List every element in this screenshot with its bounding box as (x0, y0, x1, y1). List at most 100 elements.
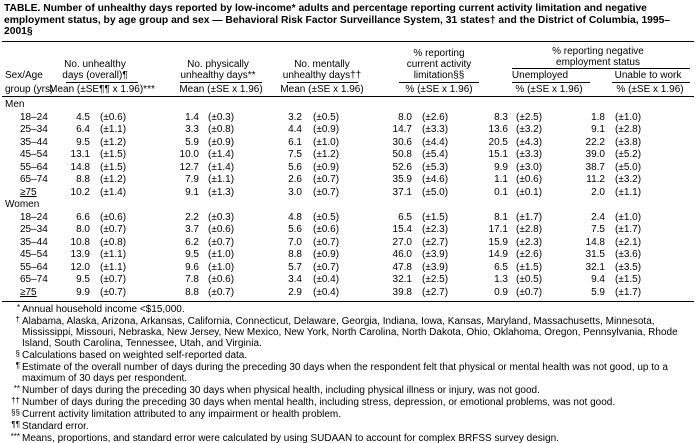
age-group: 55–64 (20, 161, 48, 173)
cell-se: (±0.5) (313, 211, 340, 223)
footnote-mark: †† (11, 396, 20, 405)
age-group: 25–34 (20, 124, 48, 135)
cell-se: (±1.0) (208, 261, 235, 273)
age-group: ≥75 (20, 286, 37, 298)
cell-value: 9.6 (185, 261, 199, 273)
cell-se: (±1.1) (100, 261, 127, 273)
cell-se: (±1.0) (615, 211, 642, 223)
cell-se: (±0.9) (313, 249, 340, 260)
cell-value: 20.5 (488, 136, 508, 148)
column-header: % reporting negative (552, 46, 644, 57)
cell-se: (±2.1) (615, 236, 642, 248)
cell-se: (±3.0) (516, 161, 543, 173)
cell-se: (±0.9) (313, 161, 340, 173)
cell-se: (±5.3) (422, 161, 449, 173)
footnote-text: Annual household income <$15,000. (22, 304, 185, 315)
cell-se: (±3.9) (422, 261, 449, 273)
cell-value: 15.1 (488, 149, 508, 160)
cell-value: 39.8 (392, 286, 412, 298)
cell-value: 35.9 (392, 174, 412, 185)
cell-se: (±0.6) (313, 224, 340, 235)
cell-value: 15.9 (488, 236, 508, 248)
column-subheader: Mean (±SE x 1.96) (280, 84, 364, 95)
cell-se: (±0.7) (313, 261, 340, 273)
age-group: 45–54 (20, 249, 48, 260)
cell-value: 7.0 (288, 236, 302, 248)
cell-se: (±0.7) (516, 286, 543, 298)
cell-value: 14.8 (585, 236, 605, 248)
cell-value: 8.3 (494, 111, 508, 123)
cell-value: 8.0 (398, 111, 412, 123)
cell-se: (±1.7) (615, 224, 642, 235)
column-subheader: % (±SE x 1.96) (616, 84, 684, 95)
cell-value: 6.6 (76, 211, 90, 223)
age-group: 35–44 (20, 136, 48, 148)
cell-value: 2.9 (288, 286, 302, 298)
cell-value: 2.0 (591, 186, 605, 198)
cell-value: 9.1 (591, 124, 605, 135)
age-group: 55–64 (20, 261, 48, 273)
cell-value: 13.9 (70, 249, 90, 260)
cell-se: (±1.2) (313, 149, 340, 160)
cell-value: 9.9 (76, 286, 90, 298)
cell-value: 8.8 (288, 249, 302, 260)
footnote-text: Estimate of the overall number of days d… (22, 362, 668, 384)
footnote-mark: §§ (11, 408, 20, 417)
cell-value: 2.6 (288, 174, 302, 185)
cell-value: 14.7 (392, 124, 412, 135)
rule (2, 41, 694, 42)
age-group: 18–24 (20, 111, 48, 123)
cell-value: 5.6 (288, 161, 302, 173)
cell-se: (±1.7) (615, 286, 642, 298)
age-group: 65–74 (20, 174, 48, 185)
cell-value: 39.0 (585, 149, 605, 160)
cell-se: (±1.5) (422, 211, 449, 223)
cell-se: (±0.7) (313, 174, 340, 185)
column-header: Unable to work (614, 70, 682, 81)
cell-value: 7.9 (185, 174, 199, 185)
cell-se: (±3.6) (615, 249, 642, 260)
cell-value: 1.1 (494, 174, 508, 185)
cell-se: (±2.3) (422, 224, 449, 235)
column-header: current activity (406, 59, 472, 70)
cell-se: (±0.7) (313, 186, 340, 198)
cell-value: 32.1 (392, 274, 412, 285)
column-header: Sex/Age (5, 70, 43, 81)
cell-se: (±0.5) (516, 274, 543, 285)
cell-se: (±1.0) (208, 249, 235, 260)
footnote-mark: *** (10, 432, 20, 441)
cell-se: (±0.4) (313, 286, 340, 298)
cell-se: (±0.6) (208, 274, 235, 285)
footnote-mark: ** (13, 384, 20, 393)
cell-value: 10.0 (179, 149, 199, 160)
cell-se: (±3.2) (615, 174, 642, 185)
cell-se: (±1.1) (208, 174, 235, 185)
cell-value: 11.2 (586, 174, 605, 185)
cell-se: (±3.9) (422, 249, 449, 260)
cell-se: (±1.5) (100, 161, 127, 173)
cell-se: (±2.5) (516, 111, 543, 123)
cell-se: (±0.8) (100, 236, 127, 248)
footnote-text: Standard error. (22, 421, 89, 432)
cell-value: 12.7 (179, 161, 199, 173)
cell-se: (±3.3) (516, 149, 543, 160)
cell-value: 3.0 (288, 186, 302, 198)
cell-se: (±2.8) (615, 124, 642, 135)
cell-se: (±2.3) (516, 236, 543, 248)
cell-value: 3.2 (288, 111, 302, 123)
cell-value: 37.1 (392, 186, 412, 198)
footnote-text: Calculations based on weighted self-repo… (22, 350, 248, 361)
cell-value: 6.2 (185, 236, 199, 248)
footnotes: * Annual household income <$15,000. † Alaba… (0, 303, 696, 443)
column-subheader: % (±SE x 1.96) (405, 84, 473, 95)
column-subheader: % (±SE x 1.96) (515, 84, 583, 95)
cell-se: (±2.5) (422, 274, 449, 285)
footnote-mark: ¶ (15, 361, 20, 370)
footnote-mark: † (15, 315, 20, 324)
cell-value: 46.0 (392, 249, 412, 260)
column-header: No. unhealthy (64, 59, 126, 70)
cell-value: 12.0 (70, 261, 90, 273)
cell-se: (±1.2) (100, 136, 127, 148)
cell-se: (±1.4) (208, 161, 235, 173)
cell-value: 14.8 (70, 161, 90, 173)
